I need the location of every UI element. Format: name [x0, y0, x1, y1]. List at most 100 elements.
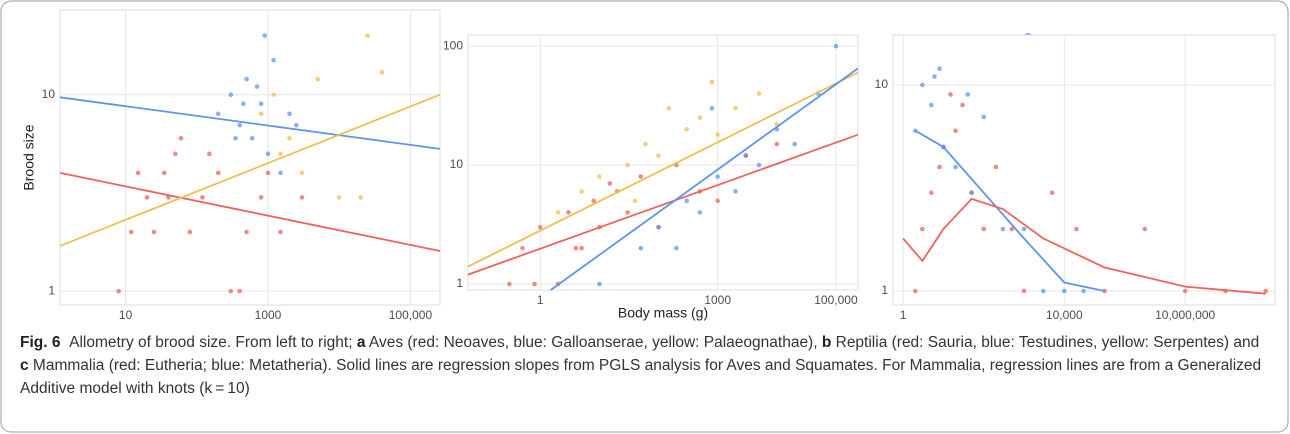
y-tick-label: 1	[881, 283, 888, 297]
point	[187, 229, 193, 235]
point	[162, 170, 167, 176]
point	[638, 245, 644, 251]
x-tick-label: 1	[900, 308, 907, 322]
point	[278, 229, 283, 235]
point	[912, 288, 918, 294]
panel-letter: b	[821, 334, 832, 351]
point	[607, 181, 613, 186]
point	[981, 226, 987, 232]
point	[597, 174, 602, 179]
panel: 1 10,000 10,000,000 1 10	[875, 34, 1276, 322]
point	[116, 288, 121, 294]
point	[507, 281, 512, 287]
point	[993, 164, 999, 170]
point	[625, 210, 630, 215]
point	[1021, 288, 1027, 294]
plot-area	[467, 34, 859, 291]
point	[953, 164, 958, 170]
caption-segment: Aves (red: Neoaves, blue: Galloanserae, …	[365, 334, 822, 351]
point	[287, 135, 292, 141]
point	[579, 189, 584, 194]
point	[981, 114, 987, 120]
point	[792, 141, 797, 147]
point	[271, 57, 276, 63]
point	[929, 102, 934, 108]
point	[555, 210, 561, 215]
x-tick-label: 1000	[255, 308, 282, 322]
point	[965, 92, 970, 97]
point	[709, 79, 715, 85]
point	[591, 198, 596, 204]
point	[733, 189, 738, 194]
point	[271, 92, 276, 98]
point	[1263, 288, 1269, 294]
point	[241, 101, 246, 107]
point	[920, 226, 925, 232]
y-tick-label: 1	[48, 283, 55, 297]
point	[262, 33, 268, 38]
point	[774, 141, 780, 147]
point	[697, 210, 703, 215]
point	[1142, 226, 1148, 232]
y-tick-label: 10	[875, 77, 889, 91]
point	[287, 111, 292, 117]
point	[969, 190, 974, 196]
fit-line	[59, 172, 441, 252]
fit-line	[550, 67, 859, 291]
point	[299, 195, 305, 200]
point	[228, 288, 234, 294]
point	[249, 135, 255, 141]
point	[929, 190, 934, 196]
fit-line	[467, 133, 859, 276]
point	[937, 164, 942, 170]
x-tick-label: 100,000	[389, 308, 433, 322]
y-tick-label: 1	[456, 276, 463, 290]
point	[237, 288, 242, 294]
point	[674, 245, 679, 251]
point	[294, 122, 299, 128]
point	[656, 224, 661, 230]
caption-segment: Reptilia (red: Sauria, blue: Testudines,…	[831, 334, 1260, 351]
point	[715, 174, 720, 179]
point	[756, 162, 762, 168]
point	[833, 43, 839, 49]
caption-segment: Mammalia (red: Eutheria; blue: Metatheri…	[20, 357, 1262, 397]
point	[632, 198, 638, 204]
point	[254, 84, 260, 89]
y-tick-label: 10	[450, 157, 464, 171]
point	[178, 135, 184, 141]
point	[233, 135, 238, 141]
plot-area	[59, 9, 441, 306]
panel-letter: c	[20, 357, 29, 374]
point	[573, 245, 579, 251]
point	[244, 229, 249, 235]
point	[953, 128, 958, 134]
point	[151, 229, 157, 235]
point	[743, 153, 749, 158]
point	[1040, 288, 1046, 294]
fit-line	[914, 129, 1105, 292]
x-tick-label: 10,000	[1046, 308, 1083, 322]
point	[135, 170, 141, 176]
point	[656, 153, 661, 158]
point	[709, 105, 715, 111]
point	[643, 141, 648, 147]
point	[365, 33, 370, 38]
point	[1009, 226, 1015, 232]
y-tick-label: 10	[42, 87, 56, 101]
point	[379, 70, 385, 75]
caption-text: Allometry of brood size. From left to ri…	[20, 334, 1261, 397]
point	[1021, 226, 1027, 232]
point	[215, 170, 221, 176]
point	[566, 210, 571, 215]
point	[128, 229, 134, 235]
point	[715, 198, 720, 204]
point	[228, 92, 234, 98]
point	[756, 91, 762, 96]
point	[520, 245, 525, 251]
point	[200, 195, 205, 200]
point	[258, 111, 264, 117]
point	[237, 122, 242, 128]
point	[258, 195, 264, 200]
